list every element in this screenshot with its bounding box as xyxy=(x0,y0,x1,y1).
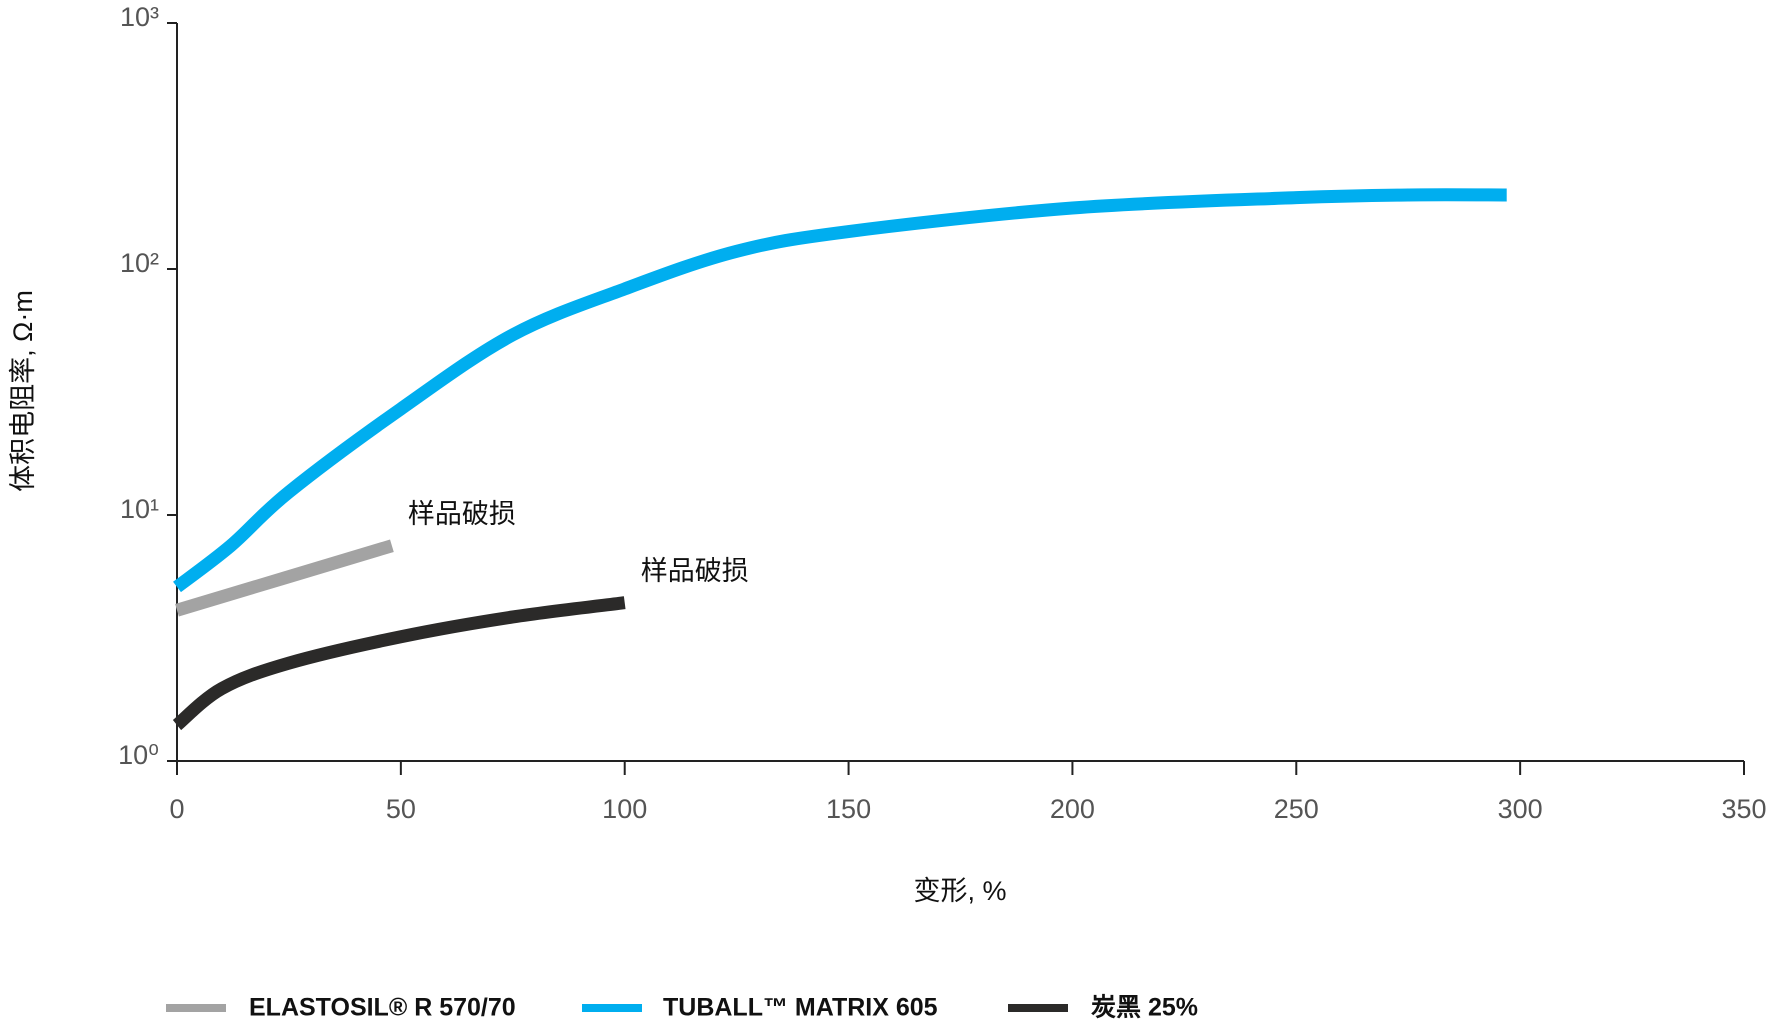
x-tick-label: 250 xyxy=(1274,794,1319,824)
y-tick-label: 10³ xyxy=(120,2,159,32)
y-tick-label: 10¹ xyxy=(120,494,159,524)
x-tick-label: 0 xyxy=(169,794,184,824)
annotation: 样品破损 xyxy=(408,499,516,529)
y-tick-label: 10⁰ xyxy=(118,740,159,770)
y-tick-label: 10² xyxy=(120,248,159,278)
legend-label: TUBALL™ MATRIX 605 xyxy=(663,994,938,1022)
x-tick-label: 350 xyxy=(1721,794,1766,824)
legend-label: 炭黑 25% xyxy=(1091,993,1198,1022)
x-tick-label: 100 xyxy=(602,794,647,824)
annotation: 样品破损 xyxy=(641,556,749,586)
series-line xyxy=(175,539,394,617)
y-axis-title: 体积电阻率, Ω·m xyxy=(8,290,38,492)
series-line xyxy=(172,596,626,731)
x-tick-label: 200 xyxy=(1050,794,1095,824)
x-tick-label: 50 xyxy=(386,794,416,824)
x-tick-label: 150 xyxy=(826,794,871,824)
series-line xyxy=(173,188,1507,593)
x-tick-label: 300 xyxy=(1498,794,1543,824)
x-axis-title: 变形, % xyxy=(913,876,1006,906)
legend-label: ELASTOSIL® R 570/70 xyxy=(249,994,516,1022)
